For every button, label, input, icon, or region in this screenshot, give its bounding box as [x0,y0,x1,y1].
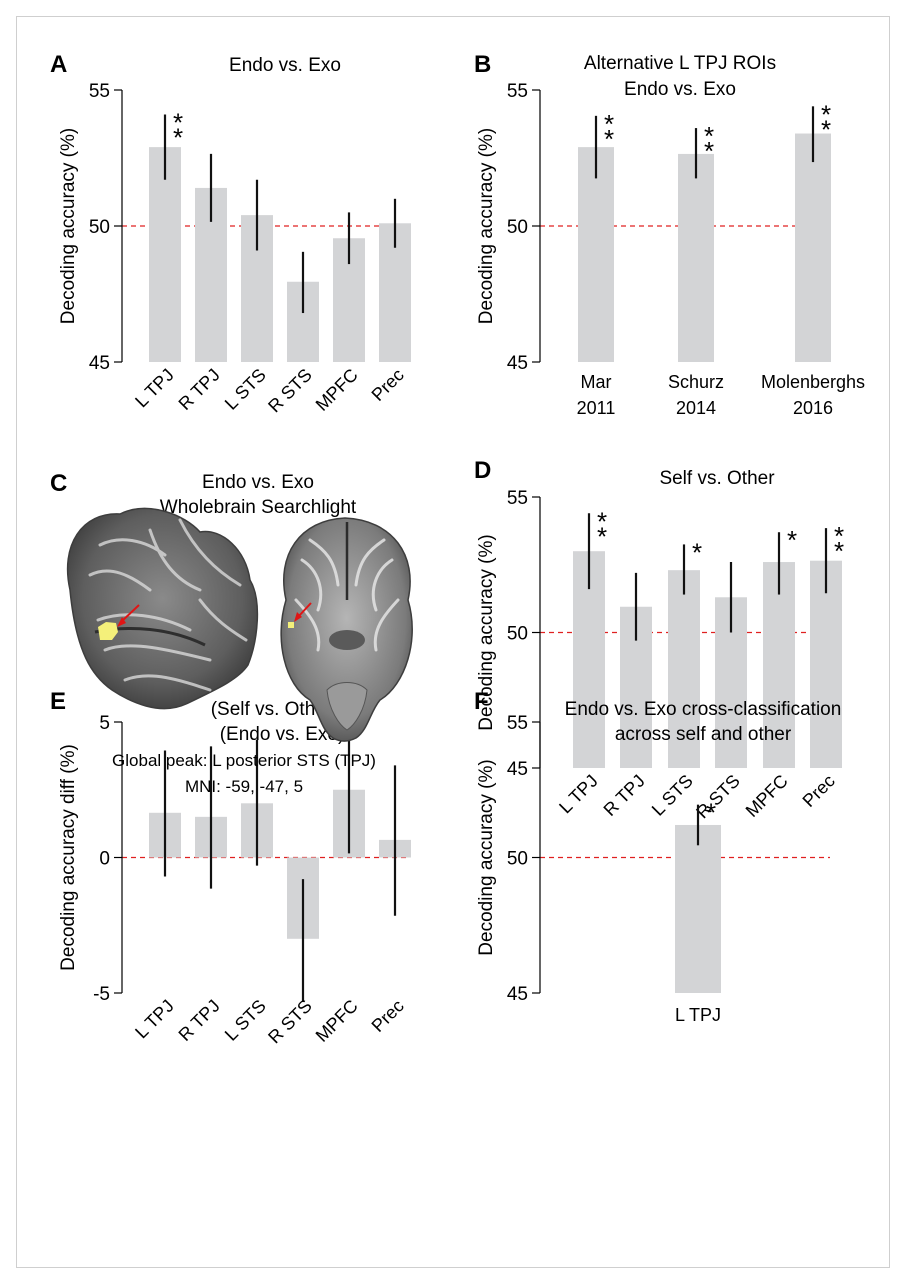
coronal-arrow [297,602,312,618]
y-axis-label: Decoding accuracy (%) [58,128,79,324]
category-label: R STS [264,996,316,1048]
category-label: Prec [368,996,408,1036]
category-label: Mar [581,372,612,392]
panel-c: C Endo vs. Exo Wholebrain Searchlight Gl… [50,470,413,796]
significance-star: * [787,525,797,555]
significance-star: * [173,107,183,137]
panel-e: E (Self vs. Other) x(Endo vs. Exo)L TPJR … [50,688,411,1047]
significance-star: * [604,124,614,154]
y-tick-label: 45 [89,353,110,374]
significance-star: * [597,521,607,551]
category-label: R TPJ [175,996,224,1045]
category-label: Molenberghs [761,372,865,392]
panel-label: B [474,51,491,78]
y-tick-label: 0 [99,849,110,870]
category-label: R STS [264,365,316,417]
chart-title: Self vs. Other [659,468,775,489]
significance-star: * [604,109,614,139]
chart-title: Endo vs. Exo cross-classification [565,699,842,720]
significance-star: * [173,122,183,152]
bar [578,147,614,362]
y-tick-label: 45 [507,759,528,780]
y-tick-label: 55 [507,488,528,509]
bar [678,153,714,362]
y-tick-label: 55 [507,713,528,734]
category-label: 2011 [577,398,616,418]
category-label: L TPJ [675,1005,721,1025]
y-tick-label: 45 [507,353,528,374]
category-label: MPFC [312,996,362,1046]
bar [810,560,842,768]
chart-title: Endo vs. Exo [229,55,341,76]
panel-label: A [50,51,67,78]
category-label: L STS [221,996,270,1045]
chart-title: Endo vs. Exo [624,79,736,100]
bar [149,147,181,362]
chart-title: Alternative L TPJ ROIs [584,53,776,74]
y-tick-label: 55 [89,81,110,102]
chart-title: across self and other [615,724,792,745]
category-label: Schurz [668,372,724,392]
category-label: R TPJ [600,771,649,820]
category-label: Prec [799,771,839,811]
significance-star: * [597,506,607,536]
y-tick-label: 50 [507,849,528,870]
panel-c-label: C [50,470,67,497]
category-label: MPFC [312,365,362,415]
category-label: L STS [221,365,270,414]
panel-label: F [474,688,489,715]
sagittal-activation-cluster [98,622,118,640]
bar [668,570,700,768]
significance-star: * [834,536,844,566]
y-axis-label: Decoding accuracy (%) [476,534,497,730]
significance-star: * [821,99,831,129]
chart-title: (Endo vs. Exo) [220,724,345,745]
y-axis-label: Decoding accuracy (%) [476,128,497,324]
sagittal-brain-image [66,507,259,710]
category-label: R TPJ [175,365,224,414]
category-label: MPFC [742,771,792,821]
figure-frame [16,16,890,1268]
significance-star: * [834,521,844,551]
panel-c-caption-line1: Global peak: L posterior STS (TPJ) [112,751,376,770]
category-label: L TPJ [131,996,178,1043]
y-tick-label: 45 [507,984,528,1005]
category-label: L TPJ [555,771,602,818]
panel-c-title-line1: Endo vs. Exo [202,472,314,493]
panel-label: E [50,688,66,715]
panel-f: F Endo vs. Exo cross-classification across… [474,688,841,1025]
y-tick-label: 50 [507,624,528,645]
category-label: L TPJ [131,365,178,412]
category-label: 2016 [793,398,833,418]
y-tick-label: 50 [507,217,528,238]
category-label: R STS [692,771,744,823]
significance-star: * [704,121,714,151]
y-tick-label: 5 [99,713,110,734]
sagittal-arrow [120,604,140,623]
panel-label: D [474,457,491,484]
significance-star: * [706,798,716,828]
category-label: 2014 [676,398,716,418]
bar [795,133,831,362]
coronal-brain-image [280,517,413,742]
y-tick-label: 55 [507,81,528,102]
y-axis-label: Decoding accuracy (%) [476,759,497,955]
panel-c-caption-line2: MNI: -59, -47, 5 [185,777,303,796]
panel-c-title-line2: Wholebrain Searchlight [160,497,357,518]
significance-star: * [692,537,702,567]
category-label: L STS [648,771,697,820]
bar [763,562,795,768]
significance-star: * [821,114,831,144]
significance-star: * [704,136,714,166]
y-axis-label: Decoding accuracy diff (%) [58,744,79,971]
y-tick-label: 50 [89,217,110,238]
coronal-activation-cluster [288,622,294,628]
bar [675,824,721,993]
category-label: Prec [368,365,408,405]
y-tick-label: -5 [93,984,110,1005]
